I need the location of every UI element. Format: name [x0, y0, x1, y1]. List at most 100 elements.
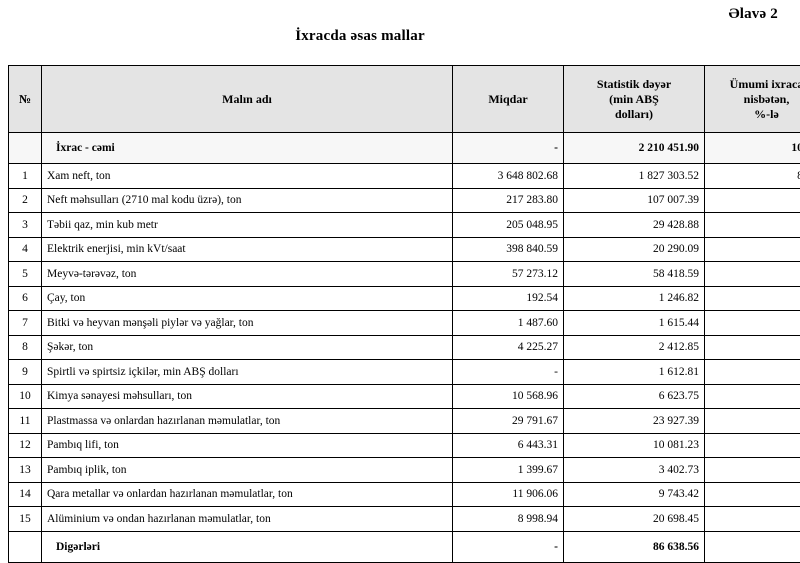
- cell-export-share: 0.07: [705, 311, 800, 336]
- cell-export-share: 0.11: [705, 335, 800, 360]
- cell-goods-name: Xam neft, ton: [42, 164, 453, 189]
- column-header-export-share-line2: nisbətən,: [710, 92, 800, 107]
- cell-export-share: 1.33: [705, 213, 800, 238]
- cell-goods-name: İxrac - cəmi: [42, 133, 453, 164]
- cell-no: 10: [9, 384, 42, 409]
- document-page: Əlavə 2 İxracda əsas mallar № Malın adı …: [0, 0, 800, 541]
- cell-export-share: 4.84: [705, 188, 800, 213]
- cell-quantity: 205 048.95: [453, 213, 564, 238]
- cell-quantity: 10 568.96: [453, 384, 564, 409]
- cell-quantity: 1 399.67: [453, 458, 564, 483]
- cell-goods-name: Spirtli və spirtsiz içkilər, min ABŞ dol…: [42, 360, 453, 385]
- column-header-no: №: [9, 66, 42, 133]
- cell-goods-name: Digərləri: [42, 531, 453, 562]
- cell-goods-name: Kimya sənayesi məhsulları, ton: [42, 384, 453, 409]
- cell-statistical-value: 86 638.56: [564, 531, 705, 562]
- cell-quantity: 398 840.59: [453, 237, 564, 262]
- cell-statistical-value: 29 428.88: [564, 213, 705, 238]
- cell-goods-name: Bitki və heyvan mənşəli piylər və yağlar…: [42, 311, 453, 336]
- table-row-total: İxrac - cəmi - 2 210 451.90 100.00: [9, 133, 800, 164]
- export-goods-table-container: № Malın adı Miqdar Statistik dəyər (min …: [8, 65, 776, 563]
- cell-export-share: 2.64: [705, 262, 800, 287]
- cell-no: [9, 133, 42, 164]
- cell-export-share: 0.15: [705, 458, 800, 483]
- column-header-quantity: Miqdar: [453, 66, 564, 133]
- cell-quantity: 217 283.80: [453, 188, 564, 213]
- cell-export-share: 82.67: [705, 164, 800, 189]
- cell-quantity: -: [453, 531, 564, 562]
- cell-quantity: 6 443.31: [453, 433, 564, 458]
- cell-goods-name: Qara metallar və onlardan hazırlanan məm…: [42, 482, 453, 507]
- cell-quantity: 29 791.67: [453, 409, 564, 434]
- cell-export-share: 0.06: [705, 286, 800, 311]
- cell-statistical-value: 1 612.81: [564, 360, 705, 385]
- cell-no: 3: [9, 213, 42, 238]
- annex-label: Əlavə 2: [728, 6, 778, 23]
- cell-quantity: 11 906.06: [453, 482, 564, 507]
- cell-goods-name: Plastmassa və onlardan hazırlanan məmula…: [42, 409, 453, 434]
- cell-quantity: 3 648 802.68: [453, 164, 564, 189]
- cell-no: 7: [9, 311, 42, 336]
- cell-quantity: 1 487.60: [453, 311, 564, 336]
- column-header-statistical-value-line2: (min ABŞ: [569, 92, 699, 107]
- column-header-statistical-value-line1: Statistik dəyər: [569, 77, 699, 92]
- cell-statistical-value: 1 246.82: [564, 286, 705, 311]
- cell-goods-name: Çay, ton: [42, 286, 453, 311]
- cell-no: 12: [9, 433, 42, 458]
- cell-no: 5: [9, 262, 42, 287]
- cell-quantity: -: [453, 360, 564, 385]
- cell-no: 13: [9, 458, 42, 483]
- column-header-export-share-line1: Ümumi ixraca: [710, 77, 800, 92]
- cell-no: 6: [9, 286, 42, 311]
- column-header-statistical-value: Statistik dəyər (min ABŞ dolları): [564, 66, 705, 133]
- table-row-other: Digərləri-86 638.563.92: [9, 531, 800, 562]
- cell-no: 8: [9, 335, 42, 360]
- cell-export-share: 0.44: [705, 482, 800, 507]
- page-title: İxracda əsas mallar: [0, 28, 720, 45]
- cell-statistical-value: 1 827 303.52: [564, 164, 705, 189]
- cell-statistical-value: 2 210 451.90: [564, 133, 705, 164]
- cell-goods-name: Təbii qaz, min kub metr: [42, 213, 453, 238]
- cell-goods-name: Elektrik enerjisi, min kVt/saat: [42, 237, 453, 262]
- cell-statistical-value: 1 615.44: [564, 311, 705, 336]
- cell-statistical-value: 23 927.39: [564, 409, 705, 434]
- cell-export-share: 0.94: [705, 507, 800, 532]
- cell-goods-name: Pambıq lifi, ton: [42, 433, 453, 458]
- table-header: № Malın adı Miqdar Statistik dəyər (min …: [9, 66, 800, 133]
- cell-export-share: 0.30: [705, 384, 800, 409]
- cell-no: 2: [9, 188, 42, 213]
- cell-quantity: -: [453, 133, 564, 164]
- cell-goods-name: Neft məhsulları (2710 mal kodu üzrə), to…: [42, 188, 453, 213]
- cell-no: 4: [9, 237, 42, 262]
- cell-export-share: 3.92: [705, 531, 800, 562]
- cell-no: [9, 531, 42, 562]
- cell-no: 9: [9, 360, 42, 385]
- cell-export-share: 0.07: [705, 360, 800, 385]
- cell-no: 14: [9, 482, 42, 507]
- cell-statistical-value: 107 007.39: [564, 188, 705, 213]
- table-body: İxrac - cəmi - 2 210 451.90 100.00 1Xam …: [9, 133, 800, 563]
- cell-quantity: 8 998.94: [453, 507, 564, 532]
- cell-statistical-value: 6 623.75: [564, 384, 705, 409]
- column-header-export-share: Ümumi ixraca nisbətən, %-lə: [705, 66, 800, 133]
- cell-no: 11: [9, 409, 42, 434]
- cell-no: 15: [9, 507, 42, 532]
- cell-statistical-value: 3 402.73: [564, 458, 705, 483]
- cell-statistical-value: 9 743.42: [564, 482, 705, 507]
- column-header-goods-name: Malın adı: [42, 66, 453, 133]
- cell-statistical-value: 10 081.23: [564, 433, 705, 458]
